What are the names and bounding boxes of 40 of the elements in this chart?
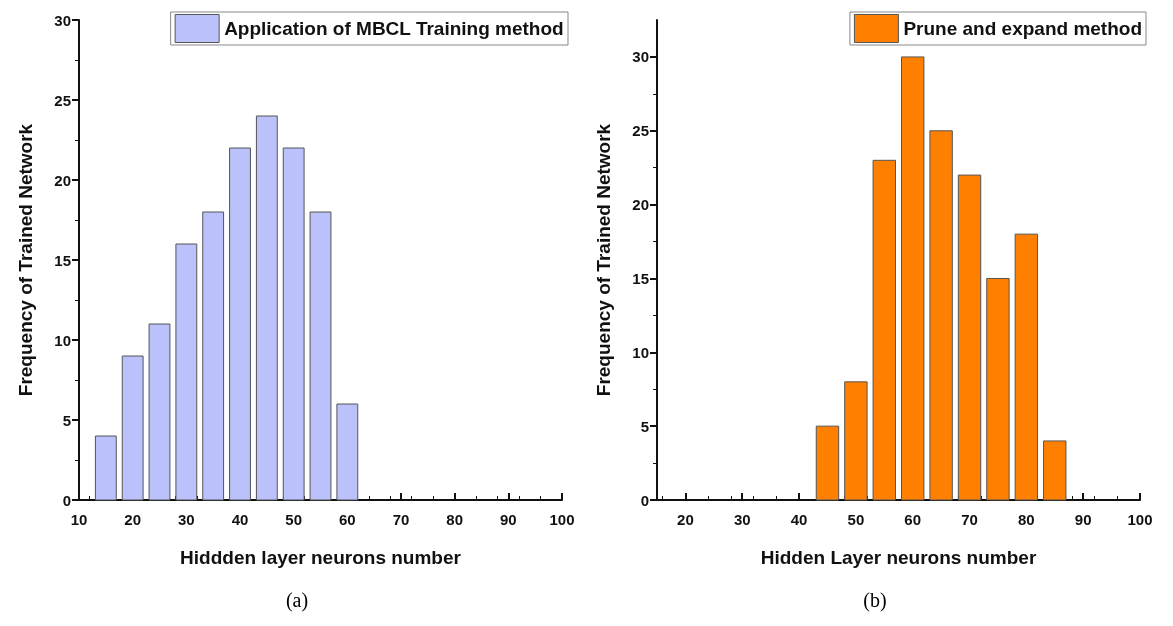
x-tick-label: 20 <box>124 511 142 528</box>
y-tick-label: 25 <box>632 122 649 140</box>
x-tick-label: 30 <box>733 511 751 528</box>
y-tick-label: 20 <box>632 196 649 214</box>
x-tick-label: 100 <box>549 511 575 528</box>
y-tick-label: 15 <box>632 269 649 287</box>
text: (a) <box>285 589 309 612</box>
y-axis-title: Frequency of Trained Network <box>593 123 614 397</box>
y-tick-label: 0 <box>640 491 649 509</box>
x-tick-label: 60 <box>904 511 922 528</box>
x-tick-label: 50 <box>285 511 303 528</box>
y-tick-label: 20 <box>54 171 71 189</box>
x-tick-label: 80 <box>1018 511 1035 528</box>
x-tick-label: 70 <box>961 511 978 528</box>
x-axis-title: Hiddden layer neurons number <box>180 547 462 568</box>
text: (b) <box>863 589 887 612</box>
y-tick-label: 30 <box>54 11 71 29</box>
y-tick-label: 0 <box>62 491 71 509</box>
x-tick-label: 20 <box>677 511 694 528</box>
x-tick-label: 40 <box>790 511 808 528</box>
x-tick-label: 100 <box>1127 511 1153 528</box>
x-tick-label: 90 <box>499 511 517 528</box>
y-axis-title: Frequency of Trained Network <box>15 123 36 397</box>
x-tick-label: 30 <box>177 511 195 528</box>
x-tick-label: 80 <box>446 511 464 528</box>
x-tick-label: 40 <box>231 511 249 528</box>
x-axis-title: Hidden Layer neurons number <box>760 547 1037 568</box>
y-tick-label: 15 <box>54 251 71 269</box>
y-tick-label: 10 <box>632 343 649 361</box>
y-tick-label: 30 <box>632 48 649 66</box>
y-tick-label: 5 <box>62 411 71 429</box>
y-tick-label: 25 <box>54 91 71 109</box>
x-tick-label: 70 <box>392 511 410 528</box>
y-tick-label: 10 <box>54 331 71 349</box>
x-tick-label: 50 <box>847 511 865 528</box>
y-tick-label: 5 <box>640 417 649 435</box>
x-tick-label: 60 <box>338 511 356 528</box>
x-tick-label: 90 <box>1074 511 1092 528</box>
legend-label: Application of MBCL Training method <box>224 18 564 39</box>
legend-label: Prune and expand method <box>903 18 1143 39</box>
